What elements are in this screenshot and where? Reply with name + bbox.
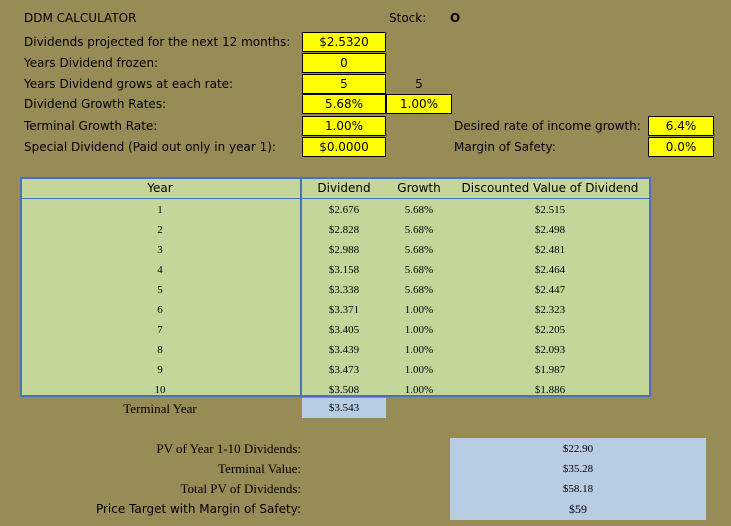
dividend-cell: $3.405 (328, 324, 360, 336)
desired-growth-label: Desired rate of income growth: (454, 119, 641, 133)
pv-value: $22.90 (562, 443, 594, 455)
growth-rate-1-input[interactable]: 5.68% (302, 94, 386, 114)
year-cell: 2 (157, 224, 163, 236)
year-cell: 8 (157, 344, 163, 356)
growth-rates-label: Dividend Growth Rates: (24, 97, 167, 111)
growth-rate-2-input[interactable]: 1.00% (386, 94, 452, 114)
price-target-value: $59 (569, 502, 587, 516)
stock-value[interactable]: O (450, 11, 461, 25)
price-target-label: Price Target with Margin of Safety: (95, 502, 301, 516)
table-row: 10 $3.508 1.00% $1.886 (20, 380, 651, 400)
header-dividend: Dividend (317, 181, 371, 195)
year-cell: 7 (157, 324, 163, 336)
terminal-value: $35.28 (562, 463, 594, 475)
grows-input-1[interactable]: 5 (302, 74, 386, 94)
dividend-cell: $2.676 (328, 204, 360, 216)
dividend-cell: $3.473 (328, 364, 360, 376)
dividend-cell: $3.508 (328, 384, 360, 396)
table-row: 3 $2.988 5.68% $2.481 (20, 240, 651, 260)
special-dividend-input[interactable]: $0.0000 (302, 137, 386, 157)
year-cell: 6 (157, 304, 163, 316)
dividends-input[interactable]: $2.5320 (302, 32, 386, 52)
special-dividend-label: Special Dividend (Paid out only in year … (24, 140, 276, 154)
terminal-growth-input[interactable]: 1.00% (302, 116, 386, 136)
page-title: DDM CALCULATOR (24, 11, 137, 25)
header-year: Year (147, 181, 173, 195)
growth-cell: 1.00% (404, 324, 434, 336)
header-growth: Growth (397, 181, 441, 195)
stock-label: Stock: (389, 11, 427, 25)
growth-cell: 5.68% (404, 264, 434, 276)
discounted-cell: $2.093 (534, 344, 566, 356)
table-row: 1 $2.676 5.68% $2.515 (20, 200, 651, 220)
dividend-cell: $3.439 (328, 344, 360, 356)
dividend-table (20, 177, 651, 397)
dividend-cell: $2.828 (328, 224, 360, 236)
summary-panel (450, 438, 706, 520)
growth-cell: 5.68% (404, 224, 434, 236)
total-pv-value: $58.18 (562, 483, 594, 495)
discounted-cell: $2.481 (534, 244, 566, 256)
growth-cell: 1.00% (404, 344, 434, 356)
year-cell: 4 (157, 264, 163, 276)
discounted-cell: $1.886 (534, 384, 566, 396)
grows-input-2[interactable]: 5 (415, 77, 423, 91)
growth-cell: 5.68% (404, 204, 434, 216)
table-header-divider (20, 198, 651, 199)
table-row: 4 $3.158 5.68% $2.464 (20, 260, 651, 280)
dividend-cell: $3.338 (328, 284, 360, 296)
terminal-year-label: Terminal Year (123, 401, 197, 416)
dividends-label: Dividends projected for the next 12 mont… (24, 35, 291, 49)
margin-of-safety-input[interactable]: 0.0% (648, 137, 714, 157)
terminal-growth-label: Terminal Growth Rate: (24, 119, 158, 133)
growth-cell: 1.00% (404, 304, 434, 316)
table-row: 9 $3.473 1.00% $1.987 (20, 360, 651, 380)
table-row: 8 $3.439 1.00% $2.093 (20, 340, 651, 360)
grows-label: Years Dividend grows at each rate: (24, 77, 234, 91)
growth-cell: 5.68% (404, 284, 434, 296)
margin-of-safety-label: Margin of Safety: (454, 140, 556, 154)
discounted-cell: $2.447 (534, 284, 566, 296)
year-cell: 1 (157, 204, 163, 216)
growth-cell: 1.00% (404, 384, 434, 396)
growth-cell: 5.68% (404, 244, 434, 256)
pv-label: PV of Year 1-10 Dividends: (156, 441, 301, 456)
terminal-value-label: Terminal Value: (218, 461, 301, 476)
frozen-input[interactable]: 0 (302, 53, 386, 73)
discounted-cell: $2.323 (534, 304, 566, 316)
discounted-cell: $2.205 (534, 324, 566, 336)
frozen-label: Years Dividend frozen: (24, 56, 159, 70)
table-divider (300, 177, 302, 397)
table-row: 6 $3.371 1.00% $2.323 (20, 300, 651, 320)
dividend-cell: $2.988 (328, 244, 360, 256)
discounted-cell: $2.464 (534, 264, 566, 276)
discounted-cell: $2.515 (534, 204, 566, 216)
year-cell: 10 (154, 384, 166, 396)
year-cell: 5 (157, 284, 163, 296)
desired-growth-input[interactable]: 6.4% (648, 116, 714, 136)
discounted-cell: $1.987 (534, 364, 566, 376)
header-discounted: Discounted Value of Dividend (461, 181, 639, 195)
table-row: 2 $2.828 5.68% $2.498 (20, 220, 651, 240)
discounted-cell: $2.498 (534, 224, 566, 236)
table-row: 7 $3.405 1.00% $2.205 (20, 320, 651, 340)
terminal-year-dividend: $3.543 (302, 398, 386, 418)
year-cell: 3 (157, 244, 163, 256)
table-row: 5 $3.338 5.68% $2.447 (20, 280, 651, 300)
growth-cell: 1.00% (404, 364, 434, 376)
dividend-cell: $3.371 (328, 304, 360, 316)
year-cell: 9 (157, 364, 163, 376)
dividend-cell: $3.158 (328, 264, 360, 276)
total-pv-label: Total PV of Dividends: (180, 481, 301, 496)
